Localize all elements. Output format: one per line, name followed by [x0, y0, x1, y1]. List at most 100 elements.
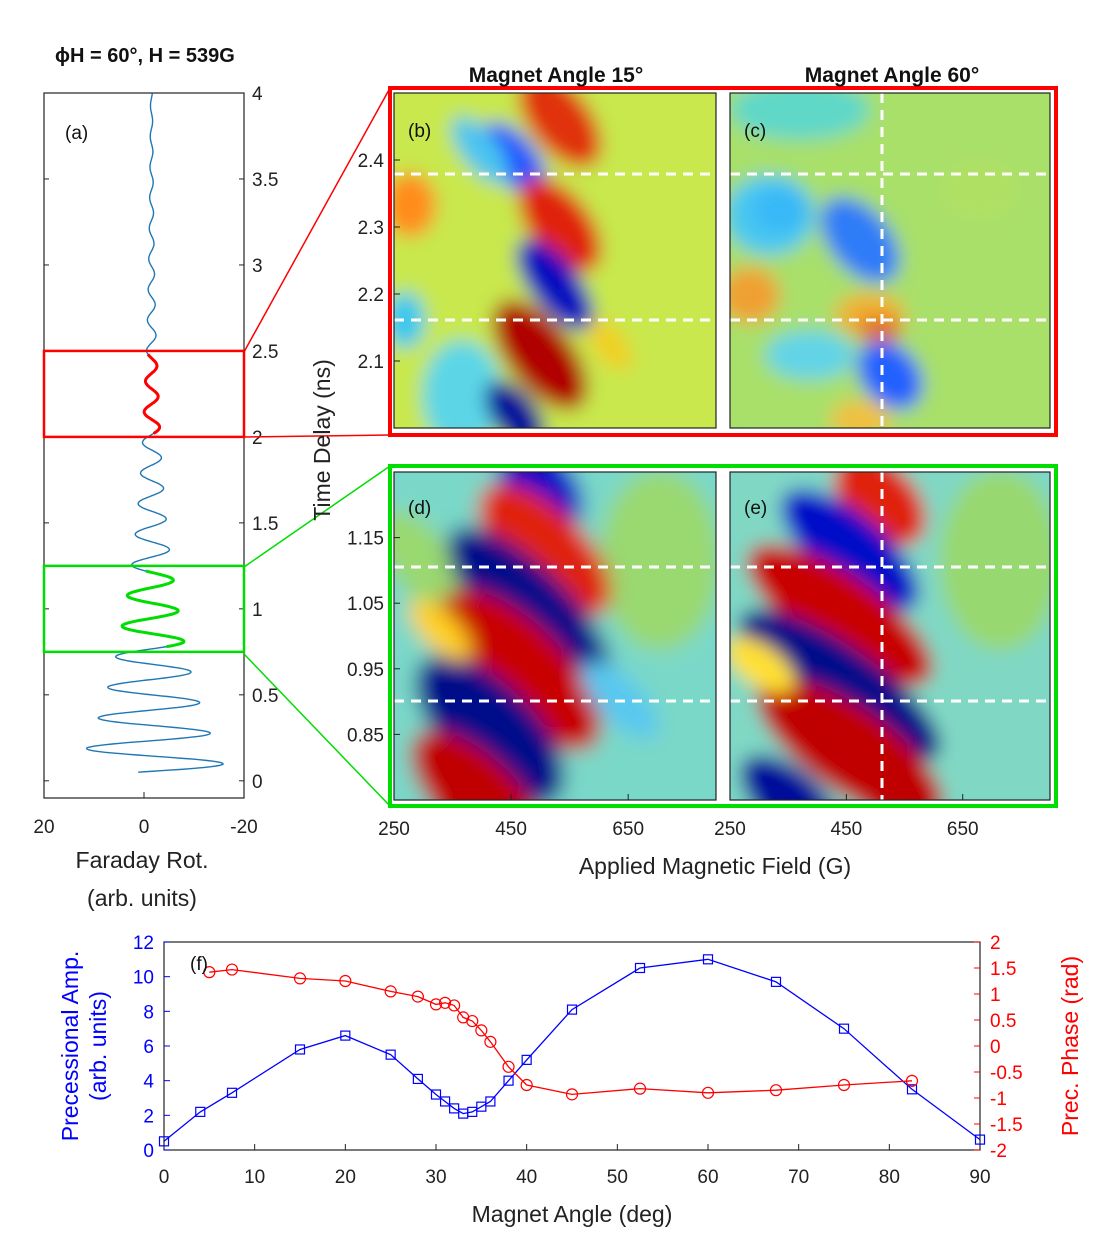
highlight-box-red: [42, 349, 246, 439]
panel-f-ticks: 0 10 20 30 40 50 60 70 80 90024681012-2-1.5-1-0.5…: [133, 933, 1023, 1188]
f-point-amp: [770, 976, 782, 987]
f-point-amp: [294, 1044, 306, 1055]
f-ytick-left-label: 2: [143, 1106, 154, 1127]
f-point-phase: [339, 974, 352, 988]
f-xtick-label: 80: [879, 1167, 900, 1188]
f-point-phase: [384, 985, 397, 998]
f-ytick-right-label: 2: [990, 933, 1001, 954]
f-point-phase: [225, 963, 239, 976]
heatmap-ytick-label: 1.15: [347, 529, 384, 550]
heatmap-ytick-label: 0.95: [347, 660, 384, 681]
frame-green: [388, 464, 1058, 808]
f-point-amp: [467, 1106, 478, 1117]
f-ytick-right-label: 1: [990, 985, 1001, 1006]
f-point-amp: [385, 1049, 396, 1060]
f-xtick-label: 20: [335, 1167, 356, 1188]
heatmap-ytick-label: 2.3: [358, 218, 384, 239]
f-ytick-left-label: 6: [143, 1037, 154, 1058]
f-point-phase: [520, 1078, 533, 1092]
column-title-15: Magnet Angle 15°: [469, 64, 643, 87]
f-point-amp: [974, 1134, 986, 1145]
f-point-amp: [702, 954, 714, 965]
f-point-amp: [340, 1030, 351, 1041]
f-ytick-left-label: 4: [143, 1072, 154, 1093]
heatmap-e: (e): [729, 471, 1051, 801]
f-ytick-right-label: -2: [990, 1141, 1007, 1162]
f-point-amp: [158, 1136, 170, 1147]
panel-f-ylabel-left: Precessional Amp.: [57, 951, 83, 1141]
heatmap-d: (d): [393, 471, 717, 801]
f-ytick-right-label: -1: [990, 1089, 1007, 1110]
f-xtick-label: 40: [516, 1167, 537, 1188]
panel-a-label: (a): [65, 123, 88, 144]
panel-f-axes: [163, 941, 981, 1151]
panel-b-label: (b): [408, 121, 431, 142]
heatmap-ytick-label: 2.2: [358, 285, 384, 306]
f-point-amp: [195, 1106, 206, 1117]
panel-a-yticks: 0 0.5 1 1.5 2 2.5 3 3.5 4: [44, 84, 278, 793]
heatmap-ytick-label: 2.1: [358, 352, 384, 373]
f-point-phase: [411, 990, 424, 1003]
heatmap-b: (b): [393, 92, 717, 429]
f-point-phase: [837, 1078, 851, 1092]
panel-f: 0 10 20 30 40 50 60 70 80 90024681012-2-1.5-1-0.5…: [57, 933, 1083, 1227]
f-ytick-left-label: 0: [143, 1141, 154, 1162]
f-point-phase: [475, 1024, 488, 1037]
a-xtick-label: -20: [230, 817, 257, 838]
f-point-phase: [466, 1014, 479, 1028]
zoom-connectors: [243, 87, 391, 807]
f-ytick-right-label: -1.5: [990, 1115, 1023, 1136]
a-ytick-label: 1.5: [252, 514, 278, 535]
f-ytick-left-label: 10: [133, 968, 154, 989]
figure-header: ϕH = 60°, H = 539G: [55, 45, 235, 67]
panel-a-xticks: 20 0 -20: [33, 792, 258, 838]
panel-f-label: (f): [190, 954, 208, 975]
f-ytick-left-label: 8: [143, 1002, 154, 1023]
panel-e-label: (e): [744, 498, 767, 519]
f-point-amp: [521, 1054, 532, 1065]
heatmap-xtick-label: 250: [378, 819, 410, 840]
a-ytick-label: 3.5: [252, 170, 278, 191]
panel-d-label: (d): [408, 498, 431, 519]
heatmap-ytick-label: 2.4: [358, 151, 385, 172]
f-ytick-right-label: 0.5: [990, 1011, 1016, 1032]
f-ytick-right-label: 1.5: [990, 959, 1016, 980]
highlight-box-green: [42, 564, 246, 654]
panel-a: 0 0.5 1 1.5 2 2.5 3 3.5 4 20 0 -20 (a) Faraday Rot…: [33, 84, 278, 911]
panel-a-xlabel-line1: Faraday Rot.: [76, 847, 209, 873]
heatmap-ytick-label: 1.05: [347, 594, 384, 615]
f-series-line-0: [163, 958, 981, 1142]
heatmap-ytick-label: 0.85: [347, 725, 384, 746]
f-ytick-right-label: -0.5: [990, 1063, 1023, 1084]
f-point-amp: [412, 1073, 423, 1085]
panel-f-ylabel-left2: (arb. units): [85, 991, 111, 1101]
panel-f-series: [158, 954, 986, 1147]
f-point-amp: [430, 1089, 442, 1100]
f-point-amp: [485, 1096, 496, 1107]
f-xtick-label: 10: [244, 1167, 265, 1188]
faraday-trace-highlight-red: [142, 353, 162, 435]
heatmap-xlabel: Applied Magnetic Field (G): [579, 853, 851, 879]
a-ytick-label: 3: [252, 256, 263, 277]
f-point-phase: [429, 998, 443, 1011]
f-series-line-1: [209, 968, 913, 1096]
f-xtick-label: 90: [969, 1167, 990, 1188]
f-xtick-label: 30: [425, 1167, 446, 1188]
panel-c-label: (c): [744, 121, 766, 142]
f-point-amp: [439, 1096, 451, 1107]
f-point-amp: [634, 962, 646, 974]
f-point-phase: [769, 1084, 783, 1097]
heatmap-xtick-label: 450: [495, 819, 527, 840]
a-ytick-label: 2.5: [252, 342, 278, 363]
f-point-amp: [838, 1023, 850, 1034]
f-point-phase: [701, 1086, 715, 1099]
faraday-trace-highlight-green: [120, 569, 186, 649]
heatmap-xtick-label: 250: [714, 819, 746, 840]
f-point-amp: [449, 1103, 460, 1114]
f-point-amp: [906, 1084, 918, 1095]
heatmap-xtick-label: 650: [612, 819, 644, 840]
heatmap-c: (c): [729, 92, 1051, 429]
f-point-phase: [484, 1035, 497, 1048]
a-xtick-label: 20: [33, 817, 54, 838]
